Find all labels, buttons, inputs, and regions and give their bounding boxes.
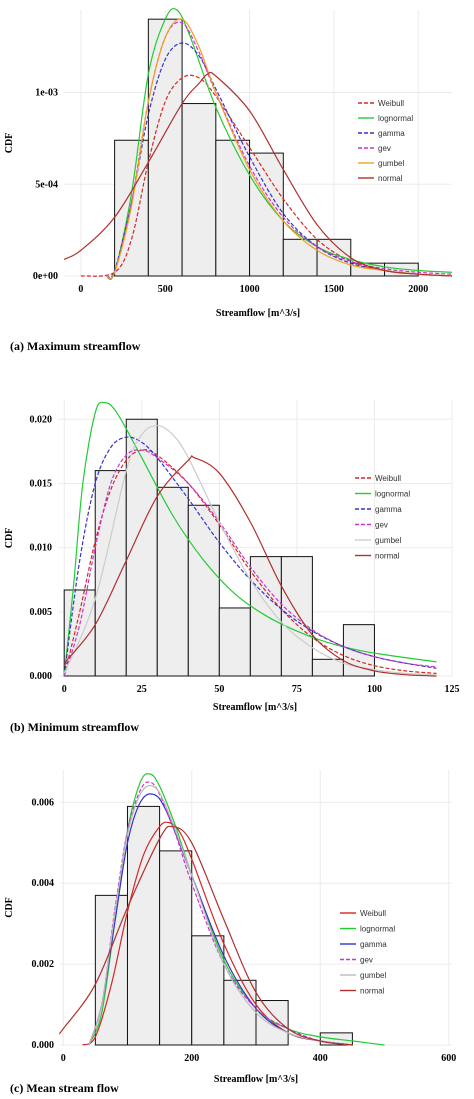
legend-label: gev [378, 144, 391, 153]
x-axis: 0 200 400 600 [61, 1053, 457, 1064]
x-axis-title: Streamflow [m^3/s] [213, 702, 297, 713]
histogram-bar [125, 418, 158, 677]
histogram-bar [181, 103, 217, 277]
legend: Weibull lognormal gamma gev gumbel normal [340, 909, 395, 996]
legend-label: gumbel [378, 159, 404, 168]
histogram-bar [280, 556, 313, 677]
curve-weibull [80, 74, 453, 277]
legend-label: gamma [378, 129, 405, 138]
histogram-bar [191, 935, 225, 1046]
y-tick-label: 0e+00 [33, 271, 58, 282]
legend-label: Weibull [360, 909, 386, 918]
y-axis-title: CDF [4, 897, 15, 918]
x-axis-title: Streamflow [m^3/s] [216, 308, 300, 319]
x-tick-label: 1000 [240, 284, 260, 295]
x-tick-label: 400 [313, 1053, 328, 1064]
curve-normal [63, 455, 437, 677]
x-tick-label: 100 [367, 684, 382, 695]
x-axis: 0 500 1000 1500 2000 [78, 284, 428, 295]
x-tick-label: 0 [61, 1053, 66, 1064]
legend-label: gamma [375, 505, 402, 514]
y-tick-label: 0.002 [32, 959, 55, 970]
histogram-bars [63, 418, 375, 677]
curve-normal [58, 825, 353, 1046]
curve-normal [63, 71, 453, 277]
histogram-bar [218, 607, 251, 677]
x-tick-label: 125 [445, 684, 460, 695]
y-axis: 0.000 0.002 0.004 0.006 [32, 797, 55, 1051]
y-tick-label: 0.015 [30, 478, 53, 489]
histogram-bar [156, 486, 189, 677]
x-tick-label: 2000 [408, 284, 428, 295]
y-tick-label: 0.006 [32, 797, 55, 808]
x-tick-label: 75 [292, 684, 302, 695]
x-tick-label: 0 [62, 684, 67, 695]
histogram-bar [159, 850, 193, 1046]
histogram-bar [384, 262, 419, 277]
legend-label: gev [375, 521, 388, 530]
legend-label: normal [375, 552, 400, 561]
x-tick-label: 0 [78, 284, 83, 295]
legend-label: Weibull [375, 474, 401, 483]
y-tick-label: 5e-04 [35, 179, 58, 190]
y-tick-label: 0.010 [30, 543, 53, 554]
y-axis: 0.000 0.005 0.010 0.015 0.020 [30, 414, 53, 682]
y-tick-label: 0.000 [30, 671, 53, 682]
chart-panel-mean: 0 200 400 600 0.000 0.002 0.004 0.006 Streamflow… [4, 770, 457, 1095]
y-tick-label: 1e-03 [35, 88, 58, 99]
panel-caption: (a) Maximum streamflow [10, 339, 141, 353]
legend-label: gamma [360, 940, 387, 949]
curve-weibull [63, 449, 437, 677]
histogram-bar [126, 805, 161, 1046]
histogram-bar [147, 18, 183, 277]
x-axis: 0 25 50 75 100 125 [62, 684, 460, 695]
y-axis-title: CDF [4, 528, 15, 549]
y-axis-title: CDF [4, 133, 15, 154]
curve-gamma [63, 436, 437, 677]
legend-label: lognormal [375, 490, 410, 499]
x-axis-title: Streamflow [m^3/s] [214, 1074, 298, 1085]
histogram-bar [215, 139, 251, 277]
histogram-bar [255, 1000, 289, 1046]
x-tick-label: 500 [158, 284, 173, 295]
density-curves [63, 8, 453, 280]
y-tick-label: 0.005 [30, 607, 53, 618]
curve-gev [88, 781, 353, 1046]
chart-panel-minimum: 0 25 50 75 100 125 0.000 0.005 0.010 0.015 0.020 St… [4, 400, 460, 734]
x-tick-label: 200 [184, 1053, 199, 1064]
histogram-bar [94, 470, 127, 677]
y-axis: 0e+00 5e-04 1e-03 [33, 88, 58, 282]
histogram-bar [282, 238, 318, 277]
legend: Weibull lognormal gamma gev gumbel normal [358, 99, 413, 183]
legend-label: gumbel [360, 971, 386, 980]
legend-label: normal [378, 174, 403, 183]
y-tick-label: 0.004 [32, 878, 55, 889]
y-tick-label: 0.020 [30, 414, 53, 425]
panel-caption: (c) Mean stream flow [10, 1081, 119, 1095]
curve-gev [63, 449, 437, 677]
curve-gumbel [88, 784, 353, 1046]
chart-panel-maximum: 0 500 1000 1500 2000 0e+00 5e-04 1e-03 Streamflo… [4, 8, 453, 353]
legend: Weibull lognormal gamma gev gumbel normal [355, 474, 410, 561]
histogram-bar [187, 504, 220, 677]
x-tick-label: 25 [137, 684, 147, 695]
y-tick-label: 0.000 [32, 1040, 55, 1051]
density-curves [58, 773, 385, 1046]
curve-lognormal [63, 401, 437, 677]
curve-lognormal [105, 8, 453, 280]
legend-label: Weibull [378, 99, 404, 108]
density-curves [63, 401, 437, 677]
legend-label: gev [360, 956, 373, 965]
legend-label: normal [360, 987, 385, 996]
x-tick-label: 600 [441, 1053, 456, 1064]
x-tick-label: 50 [214, 684, 224, 695]
histogram-bar [223, 979, 257, 1046]
legend-label: lognormal [360, 925, 395, 934]
legend-label: lognormal [378, 114, 413, 123]
x-tick-label: 1500 [324, 284, 344, 295]
panel-caption: (b) Minimum streamflow [10, 720, 139, 734]
legend-label: gumbel [375, 536, 401, 545]
